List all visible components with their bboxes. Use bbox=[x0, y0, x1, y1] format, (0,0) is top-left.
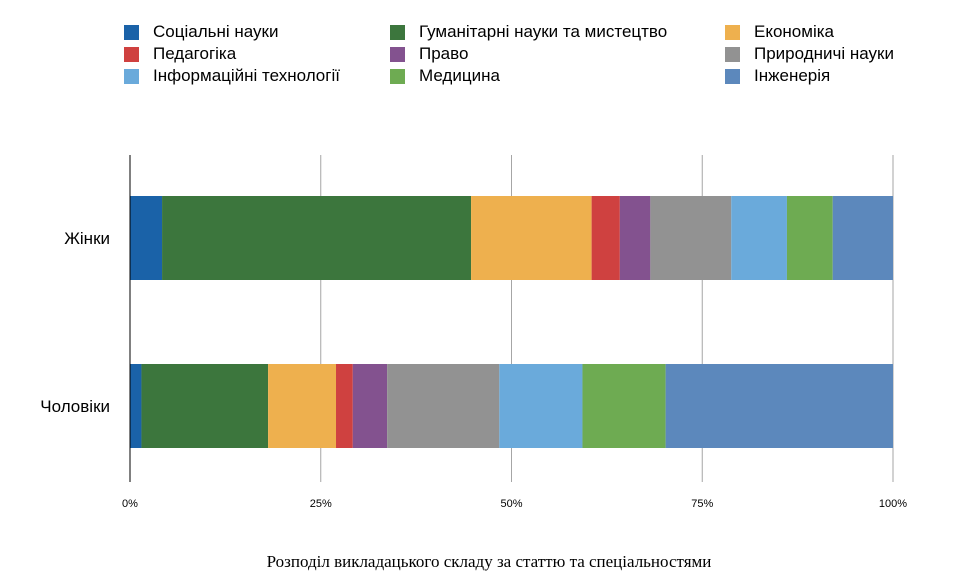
bar-segment bbox=[471, 196, 592, 280]
legend-label: Медицина bbox=[419, 66, 500, 85]
x-tick-label: 100% bbox=[879, 498, 907, 510]
legend-item: Економіка bbox=[725, 22, 834, 42]
bar-segment bbox=[591, 196, 620, 280]
bar-segment bbox=[162, 196, 472, 280]
bar-segment bbox=[499, 364, 583, 448]
legend-label: Інформаційні технології bbox=[153, 66, 340, 85]
bar-segment bbox=[268, 364, 337, 448]
legend-label: Соціальні науки bbox=[153, 22, 279, 41]
chart-legend: Соціальні науки Педагогіка Інформаційні те… bbox=[0, 0, 978, 100]
legend-item: Гуманітарні науки та мистецтво bbox=[390, 22, 667, 42]
legend-swatch bbox=[725, 46, 740, 62]
legend-item: Інформаційні технології bbox=[124, 66, 340, 86]
legend-label: Педагогіка bbox=[153, 44, 237, 63]
bar-segment bbox=[786, 196, 833, 280]
y-category-label: Чоловіки bbox=[40, 397, 110, 416]
legend-swatch bbox=[390, 24, 405, 40]
legend-item: Педагогіка bbox=[124, 44, 236, 64]
legend-item: Медицина bbox=[390, 66, 500, 86]
bars bbox=[130, 196, 893, 448]
bar-segment bbox=[130, 364, 142, 448]
bar-segment bbox=[130, 196, 163, 280]
legend-swatch bbox=[725, 68, 740, 84]
legend-swatch bbox=[124, 68, 139, 84]
bar-segment bbox=[336, 364, 353, 448]
legend-swatch bbox=[124, 46, 139, 62]
bar-segment bbox=[141, 364, 269, 448]
y-category-label: Жінки bbox=[64, 229, 110, 248]
legend-swatch bbox=[124, 24, 139, 40]
legend-item: Інженерія bbox=[725, 66, 830, 86]
legend-label: Економіка bbox=[754, 22, 834, 41]
bar-segment bbox=[582, 364, 666, 448]
bar-segment bbox=[665, 364, 893, 448]
bar-segment bbox=[731, 196, 787, 280]
legend-swatch bbox=[390, 46, 405, 62]
chart-plot: 0% 25% 50% 75% 100% Жінки Чоловіки bbox=[40, 155, 907, 510]
chart-title: Розподіл викладацького складу за статтю … bbox=[266, 552, 712, 571]
legend-label: Право bbox=[419, 44, 469, 63]
legend-swatch bbox=[725, 24, 740, 40]
x-tick-label: 75% bbox=[691, 498, 713, 510]
legend-item: Соціальні науки bbox=[124, 22, 278, 42]
legend-item: Природничі науки bbox=[725, 44, 894, 64]
bar-segment bbox=[619, 196, 651, 280]
bar-segment bbox=[352, 364, 388, 448]
bar-segment bbox=[387, 364, 500, 448]
legend-label: Гуманітарні науки та мистецтво bbox=[419, 22, 668, 41]
x-tick-label: 25% bbox=[310, 498, 332, 510]
x-tick-label: 50% bbox=[500, 498, 522, 510]
axis: 0% 25% 50% 75% 100% Жінки Чоловіки bbox=[40, 155, 907, 510]
legend-label: Інженерія bbox=[754, 66, 831, 85]
legend-swatch bbox=[390, 68, 405, 84]
legend-item: Право bbox=[390, 44, 468, 64]
x-tick-label: 0% bbox=[122, 498, 138, 510]
bar-segment bbox=[650, 196, 732, 280]
legend-label: Природничі науки bbox=[754, 44, 894, 63]
bar-segment bbox=[832, 196, 893, 280]
